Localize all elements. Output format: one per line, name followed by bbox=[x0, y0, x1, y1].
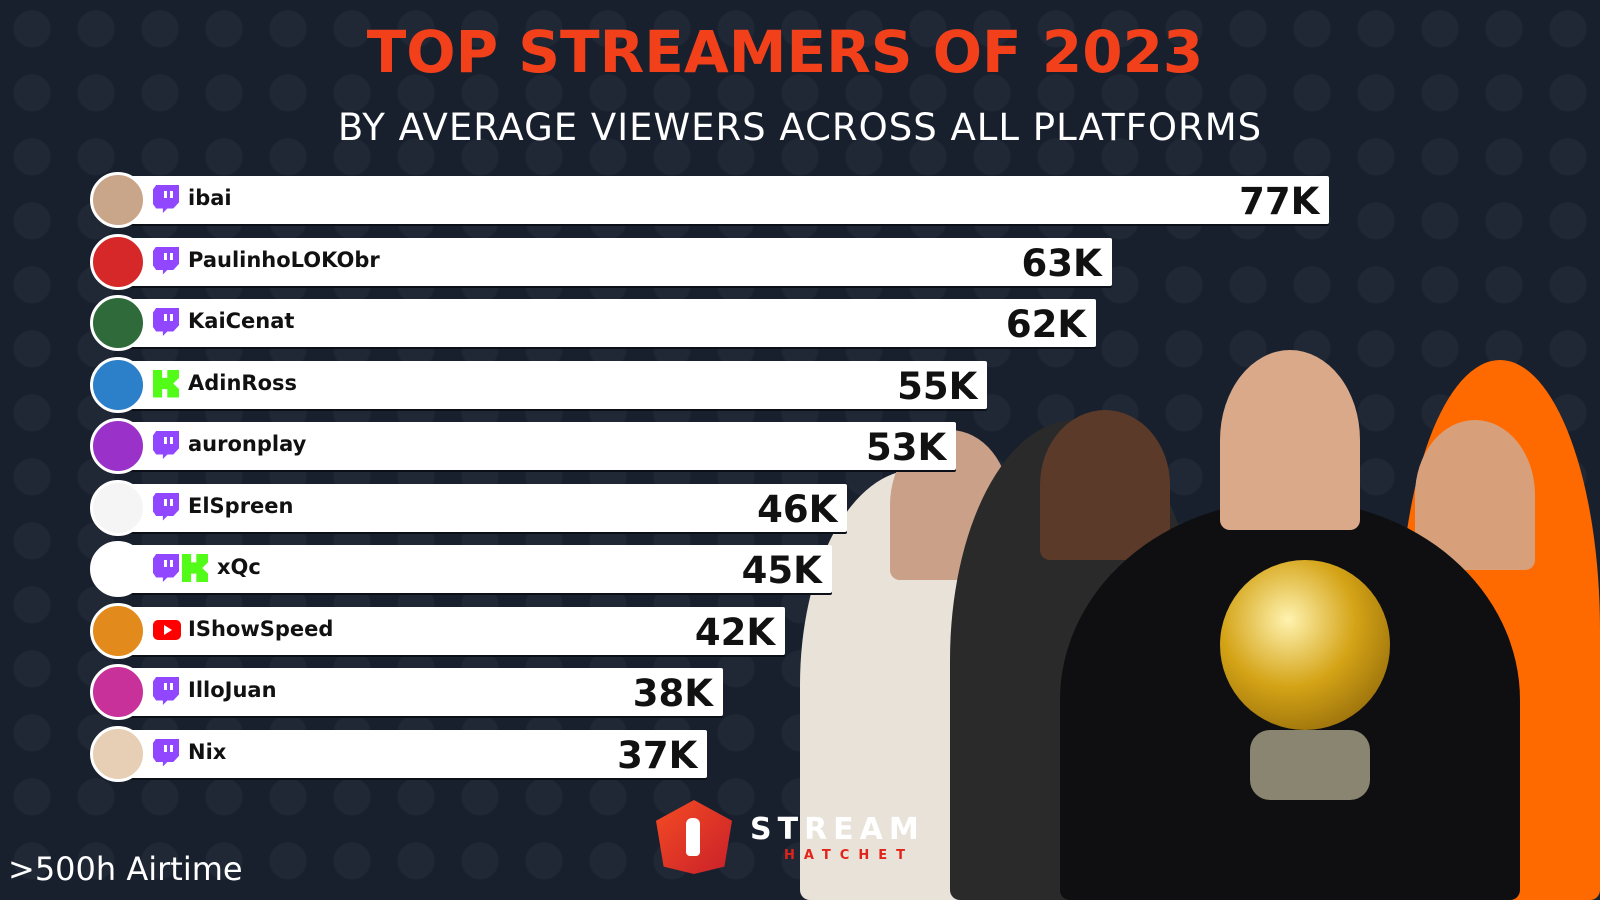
streamers-photo bbox=[800, 340, 1600, 900]
value-label: 46K bbox=[757, 487, 838, 531]
platform-icons bbox=[153, 369, 179, 398]
twitch-icon bbox=[153, 492, 179, 521]
kick-icon bbox=[182, 554, 208, 582]
value-label: 62K bbox=[1005, 303, 1087, 346]
streamer-name: IShowSpeed bbox=[188, 616, 334, 641]
platform-icons bbox=[153, 185, 179, 213]
value-label: 42K bbox=[694, 610, 776, 654]
twitch-icon bbox=[153, 738, 179, 767]
twitch-icon bbox=[153, 554, 179, 582]
streamer-name: xQc bbox=[217, 555, 261, 579]
value-label: 37K bbox=[617, 733, 698, 777]
avatar bbox=[90, 418, 146, 474]
streamer-name: KaiCenat bbox=[188, 309, 295, 333]
bar: 46K bbox=[120, 483, 848, 532]
value-label: 55K bbox=[897, 364, 978, 408]
bar: 37K bbox=[120, 729, 708, 778]
platform-icons bbox=[153, 738, 179, 767]
twitch-icon bbox=[153, 185, 179, 213]
twitch-icon bbox=[153, 431, 179, 459]
streamer-name: IlloJuan bbox=[188, 678, 277, 702]
streamer-name: PaulinhoLOKObr bbox=[188, 247, 380, 272]
platform-icons bbox=[153, 554, 208, 582]
avatar bbox=[90, 172, 146, 228]
value-label: 45K bbox=[741, 549, 822, 592]
avatar bbox=[90, 295, 146, 351]
twitch-icon bbox=[153, 677, 179, 705]
avatar bbox=[90, 233, 146, 290]
platform-icons bbox=[153, 677, 179, 705]
avatar bbox=[90, 664, 146, 720]
bar: 42K bbox=[120, 606, 786, 655]
value-label: 38K bbox=[632, 672, 713, 715]
bar: 53K bbox=[120, 422, 957, 470]
platform-icons bbox=[153, 616, 181, 640]
twitch-icon bbox=[153, 308, 179, 336]
bar: 63K bbox=[120, 237, 1112, 286]
value-label: 63K bbox=[1021, 241, 1102, 285]
streamer-name: auronplay bbox=[188, 432, 307, 456]
value-label: 53K bbox=[865, 426, 947, 469]
footnote: >500h Airtime bbox=[8, 850, 243, 888]
bar: 62K bbox=[120, 299, 1097, 347]
streamer-name: AdinRoss bbox=[188, 370, 298, 395]
youtube-icon bbox=[153, 619, 181, 640]
brand-name: STREAM bbox=[750, 812, 925, 847]
avatar bbox=[90, 479, 146, 536]
chart-subtitle: BY AVERAGE VIEWERS ACROSS ALL PLATFORMS bbox=[337, 106, 1263, 149]
streamer-name: Nix bbox=[188, 739, 227, 764]
bar: 77K bbox=[120, 176, 1330, 224]
bar: 55K bbox=[120, 360, 988, 409]
avatar bbox=[90, 602, 146, 659]
avatar bbox=[90, 725, 146, 782]
streamer-name: ElSpreen bbox=[188, 493, 294, 518]
bar: 45K bbox=[120, 545, 832, 593]
brand-subname: HATCHET bbox=[784, 848, 914, 863]
platform-icons bbox=[153, 431, 179, 459]
platform-icons bbox=[153, 308, 179, 336]
platform-icons bbox=[153, 492, 179, 521]
platform-icons bbox=[153, 246, 179, 275]
value-label: 77K bbox=[1239, 180, 1320, 223]
bar: 38K bbox=[120, 668, 723, 716]
twitch-icon bbox=[153, 246, 179, 275]
avatar bbox=[90, 541, 146, 597]
streamer-name: ibai bbox=[188, 186, 232, 210]
avatar bbox=[90, 356, 146, 413]
kick-icon bbox=[153, 369, 179, 398]
chart-title: TOP STREAMERS OF 2023 bbox=[366, 18, 1204, 86]
